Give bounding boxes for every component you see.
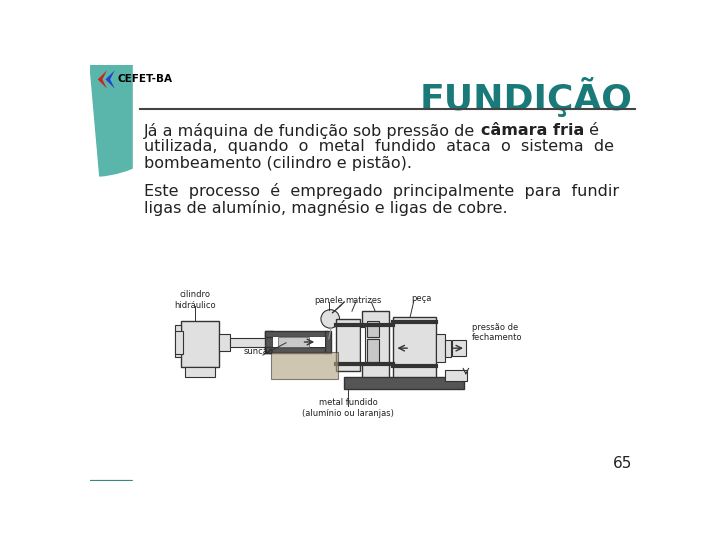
Bar	[273, 338, 325, 347]
Text: ligas de alumínio, magnésio e ligas de cobre.: ligas de alumínio, magnésio e ligas de c…	[144, 200, 508, 215]
Bar	[175, 342, 181, 357]
Bar	[185, 367, 215, 377]
Bar	[325, 331, 331, 353]
Bar	[265, 331, 273, 353]
Text: pressão de
fechamento: pressão de fechamento	[472, 323, 523, 342]
Wedge shape	[90, 55, 202, 176]
Text: utilizada,  quando  o  metal  fundido  ataca  o  sistema  de: utilizada, quando o metal fundido ataca …	[144, 139, 614, 154]
Bar	[362, 311, 389, 379]
Bar	[367, 321, 379, 336]
Text: Este  processo  é  empregado  principalmente  para  fundir: Este processo é empregado principalmente…	[144, 184, 619, 199]
Bar	[265, 331, 327, 338]
Text: panele: panele	[315, 296, 343, 305]
Text: 65: 65	[613, 456, 632, 471]
Text: câmara fria: câmara fria	[481, 123, 584, 138]
Text: bombeamento (cilindro e pistão).: bombeamento (cilindro e pistão).	[144, 156, 413, 171]
Circle shape	[321, 309, 340, 328]
Text: suncão: suncão	[244, 347, 274, 356]
Bar	[279, 338, 310, 347]
Text: câmara fria: câmara fria	[481, 123, 584, 138]
Wedge shape	[90, 481, 392, 540]
Text: CEFET-BA: CEFET-BA	[117, 75, 172, 84]
Text: é: é	[584, 123, 599, 138]
Polygon shape	[106, 70, 114, 89]
Bar	[336, 319, 360, 372]
Bar	[175, 325, 181, 340]
Bar	[445, 370, 467, 381]
Text: metal fundido
(alumínio ou laranjas): metal fundido (alumínio ou laranjas)	[302, 398, 394, 417]
Text: cilindro
hidráulico: cilindro hidráulico	[174, 291, 216, 310]
Bar	[265, 347, 327, 353]
Bar	[175, 331, 183, 354]
Text: FUNDIÇÃO: FUNDIÇÃO	[420, 77, 632, 117]
Bar	[181, 321, 219, 367]
Bar	[360, 327, 365, 363]
Bar	[436, 334, 445, 362]
Bar	[271, 352, 338, 379]
Bar	[367, 339, 379, 362]
Polygon shape	[98, 70, 107, 89]
Bar	[344, 377, 464, 389]
Bar	[445, 340, 451, 357]
Bar	[219, 334, 230, 351]
Text: Já a máquina de fundição sob pressão de: Já a máquina de fundição sob pressão de	[144, 123, 481, 139]
Text: Já a máquina de fundição sob pressão de: Já a máquina de fundição sob pressão de	[144, 123, 481, 139]
Text: matrizes: matrizes	[346, 296, 382, 305]
Bar	[393, 318, 436, 379]
Text: peça: peça	[412, 294, 432, 303]
Bar	[452, 340, 466, 356]
Bar	[230, 338, 315, 347]
